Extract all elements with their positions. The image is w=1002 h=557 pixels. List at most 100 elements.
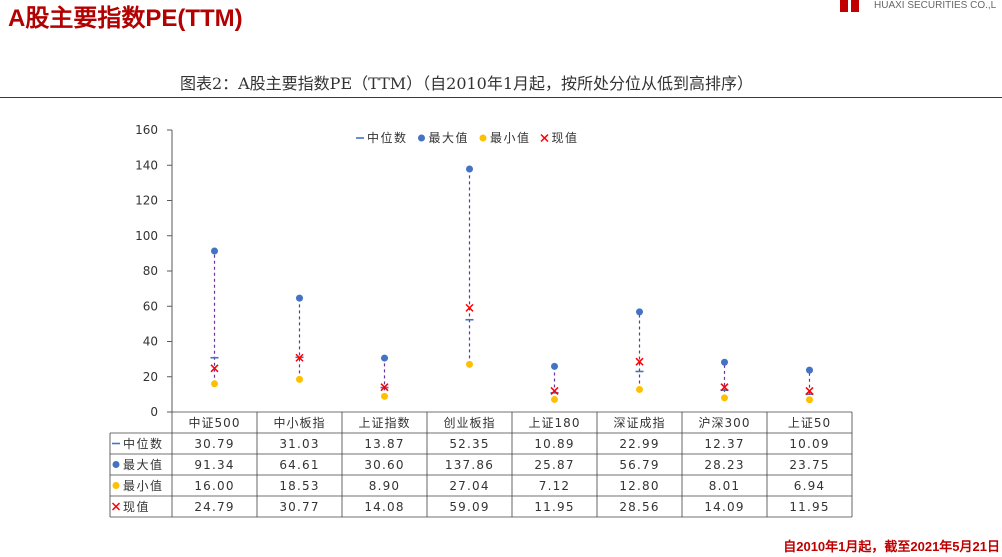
y-tick-label: 100: [135, 229, 158, 243]
legend-item: 最大值: [418, 130, 470, 145]
table-cell: 10.89: [534, 437, 574, 451]
table-cell: 8.01: [709, 479, 741, 493]
table-row-label: 现值: [123, 499, 150, 514]
table-cell: 11.95: [789, 500, 829, 514]
category-label: 上证180: [529, 416, 581, 430]
category-label: 上证50: [788, 416, 831, 430]
table-cell: 25.87: [534, 458, 574, 472]
max-marker: [296, 294, 303, 302]
row-current-marker-stroke: [111, 502, 121, 511]
page-title: A股主要指数PE(TTM): [8, 5, 243, 32]
max-marker: [551, 362, 558, 370]
current-marker-stroke: [380, 383, 389, 392]
row-min-marker: [112, 482, 120, 489]
table-row: 最大值 91.34 64.61 30.60 137.86 25.87 56.79 28.23 2…: [112, 457, 829, 472]
min-marker: [381, 392, 388, 400]
table-cell: 24.79: [194, 500, 234, 514]
y-tick-label: 60: [143, 299, 158, 313]
table-cell: 14.09: [704, 500, 744, 514]
table-cell: 18.53: [279, 479, 319, 493]
table-cell: 23.75: [789, 458, 829, 472]
table-cell: 27.04: [449, 479, 489, 493]
legend-label: 中位数: [367, 130, 408, 145]
table-cell: 59.09: [449, 500, 489, 514]
current-marker-stroke: [720, 383, 729, 392]
max-marker: [721, 358, 728, 366]
min-marker: [806, 396, 813, 404]
figure-caption: 图表2：A股主要指数PE（TTM）（自2010年1月起，按所处分位从低到高排序）: [179, 74, 754, 93]
legend-item: 中位数: [356, 130, 408, 145]
table-cell: 30.60: [364, 458, 404, 472]
category-label: 深证成指: [613, 415, 665, 430]
current-marker: [210, 364, 219, 373]
legend-current-marker-stroke: [540, 133, 549, 143]
table-cell: 52.35: [449, 437, 489, 451]
current-marker-stroke: [550, 386, 559, 395]
table-cell: 30.77: [279, 500, 319, 514]
max-marker: [211, 247, 218, 255]
min-marker: [551, 395, 558, 403]
min-marker: [636, 385, 643, 393]
table-row-label: 中位数: [123, 436, 164, 451]
table-cell: 30.79: [194, 437, 234, 451]
current-marker-stroke: [805, 386, 814, 395]
y-tick-label: 80: [143, 264, 158, 278]
table-cell: 137.86: [445, 458, 494, 472]
current-marker: [465, 303, 474, 312]
min-marker: [721, 394, 728, 402]
y-tick-label: 120: [135, 194, 158, 208]
current-marker-stroke: [465, 303, 474, 312]
y-tick-label: 140: [135, 158, 158, 172]
data-table: 中证500 中小板指 上证指数 创业板指 上证180 深证成指 沪深300 上证50 中位数 30…: [109, 411, 853, 518]
current-marker-stroke: [210, 364, 219, 373]
table-cell: 14.08: [364, 500, 404, 514]
table-cell: 31.03: [279, 437, 319, 451]
figure-footnote: 自2010年1月起，截至2021年5月21日: [783, 539, 1000, 554]
table-cell: 28.23: [704, 458, 744, 472]
logo-right-mark: [851, 0, 859, 12]
caption-divider: [0, 97, 1002, 98]
current-marker: [805, 386, 814, 395]
current-marker: [550, 386, 559, 395]
y-tick-label: 20: [143, 370, 158, 384]
table-row-label: 最小值: [123, 478, 164, 493]
company-name: HUAXI SECURITIES CO.,L: [874, 0, 997, 11]
current-marker: [720, 383, 729, 392]
row-current-marker: [111, 502, 121, 511]
min-marker: [466, 360, 473, 368]
legend-label: 现值: [552, 130, 579, 145]
table-cell: 10.09: [789, 437, 829, 451]
legend-item: 最小值: [479, 130, 529, 145]
current-marker-stroke: [295, 353, 304, 362]
logo-left-mark: [840, 0, 848, 12]
category-label: 创业板指: [443, 415, 495, 430]
table-cell: 22.99: [619, 437, 659, 451]
table-row: 最小值 16.00 18.53 8.90 27.04 7.12 12.80 8.01 6.94: [112, 478, 826, 493]
table-cell: 12.80: [619, 479, 659, 493]
category-label: 上证指数: [358, 415, 410, 430]
table-row: 现值 24.79 30.77 14.08 59.09 11.95 28.56 14.09 11.…: [111, 499, 829, 514]
table-cell: 11.95: [534, 500, 574, 514]
legend-max-marker: [418, 134, 425, 142]
row-max-marker: [112, 461, 120, 468]
table-cell: 28.56: [619, 500, 659, 514]
category-label: 中证500: [189, 415, 241, 430]
legend-item: 现值: [540, 130, 579, 145]
legend-label: 最大值: [429, 130, 470, 145]
company-logo: [840, 0, 859, 12]
current-marker: [295, 353, 304, 362]
legend-min-marker: [479, 134, 487, 142]
current-marker-stroke: [635, 357, 644, 366]
category-label: 中小板指: [273, 415, 325, 430]
table-cell: 7.12: [539, 479, 571, 493]
max-marker: [466, 165, 473, 173]
y-tick-label: 40: [143, 335, 158, 349]
y-tick-label: 160: [135, 123, 158, 137]
table-cell: 6.94: [794, 479, 826, 493]
min-marker: [296, 375, 303, 383]
table-cell: 16.00: [194, 479, 234, 493]
max-marker: [381, 354, 388, 362]
max-marker: [806, 366, 813, 374]
table-cell: 12.37: [704, 437, 744, 451]
